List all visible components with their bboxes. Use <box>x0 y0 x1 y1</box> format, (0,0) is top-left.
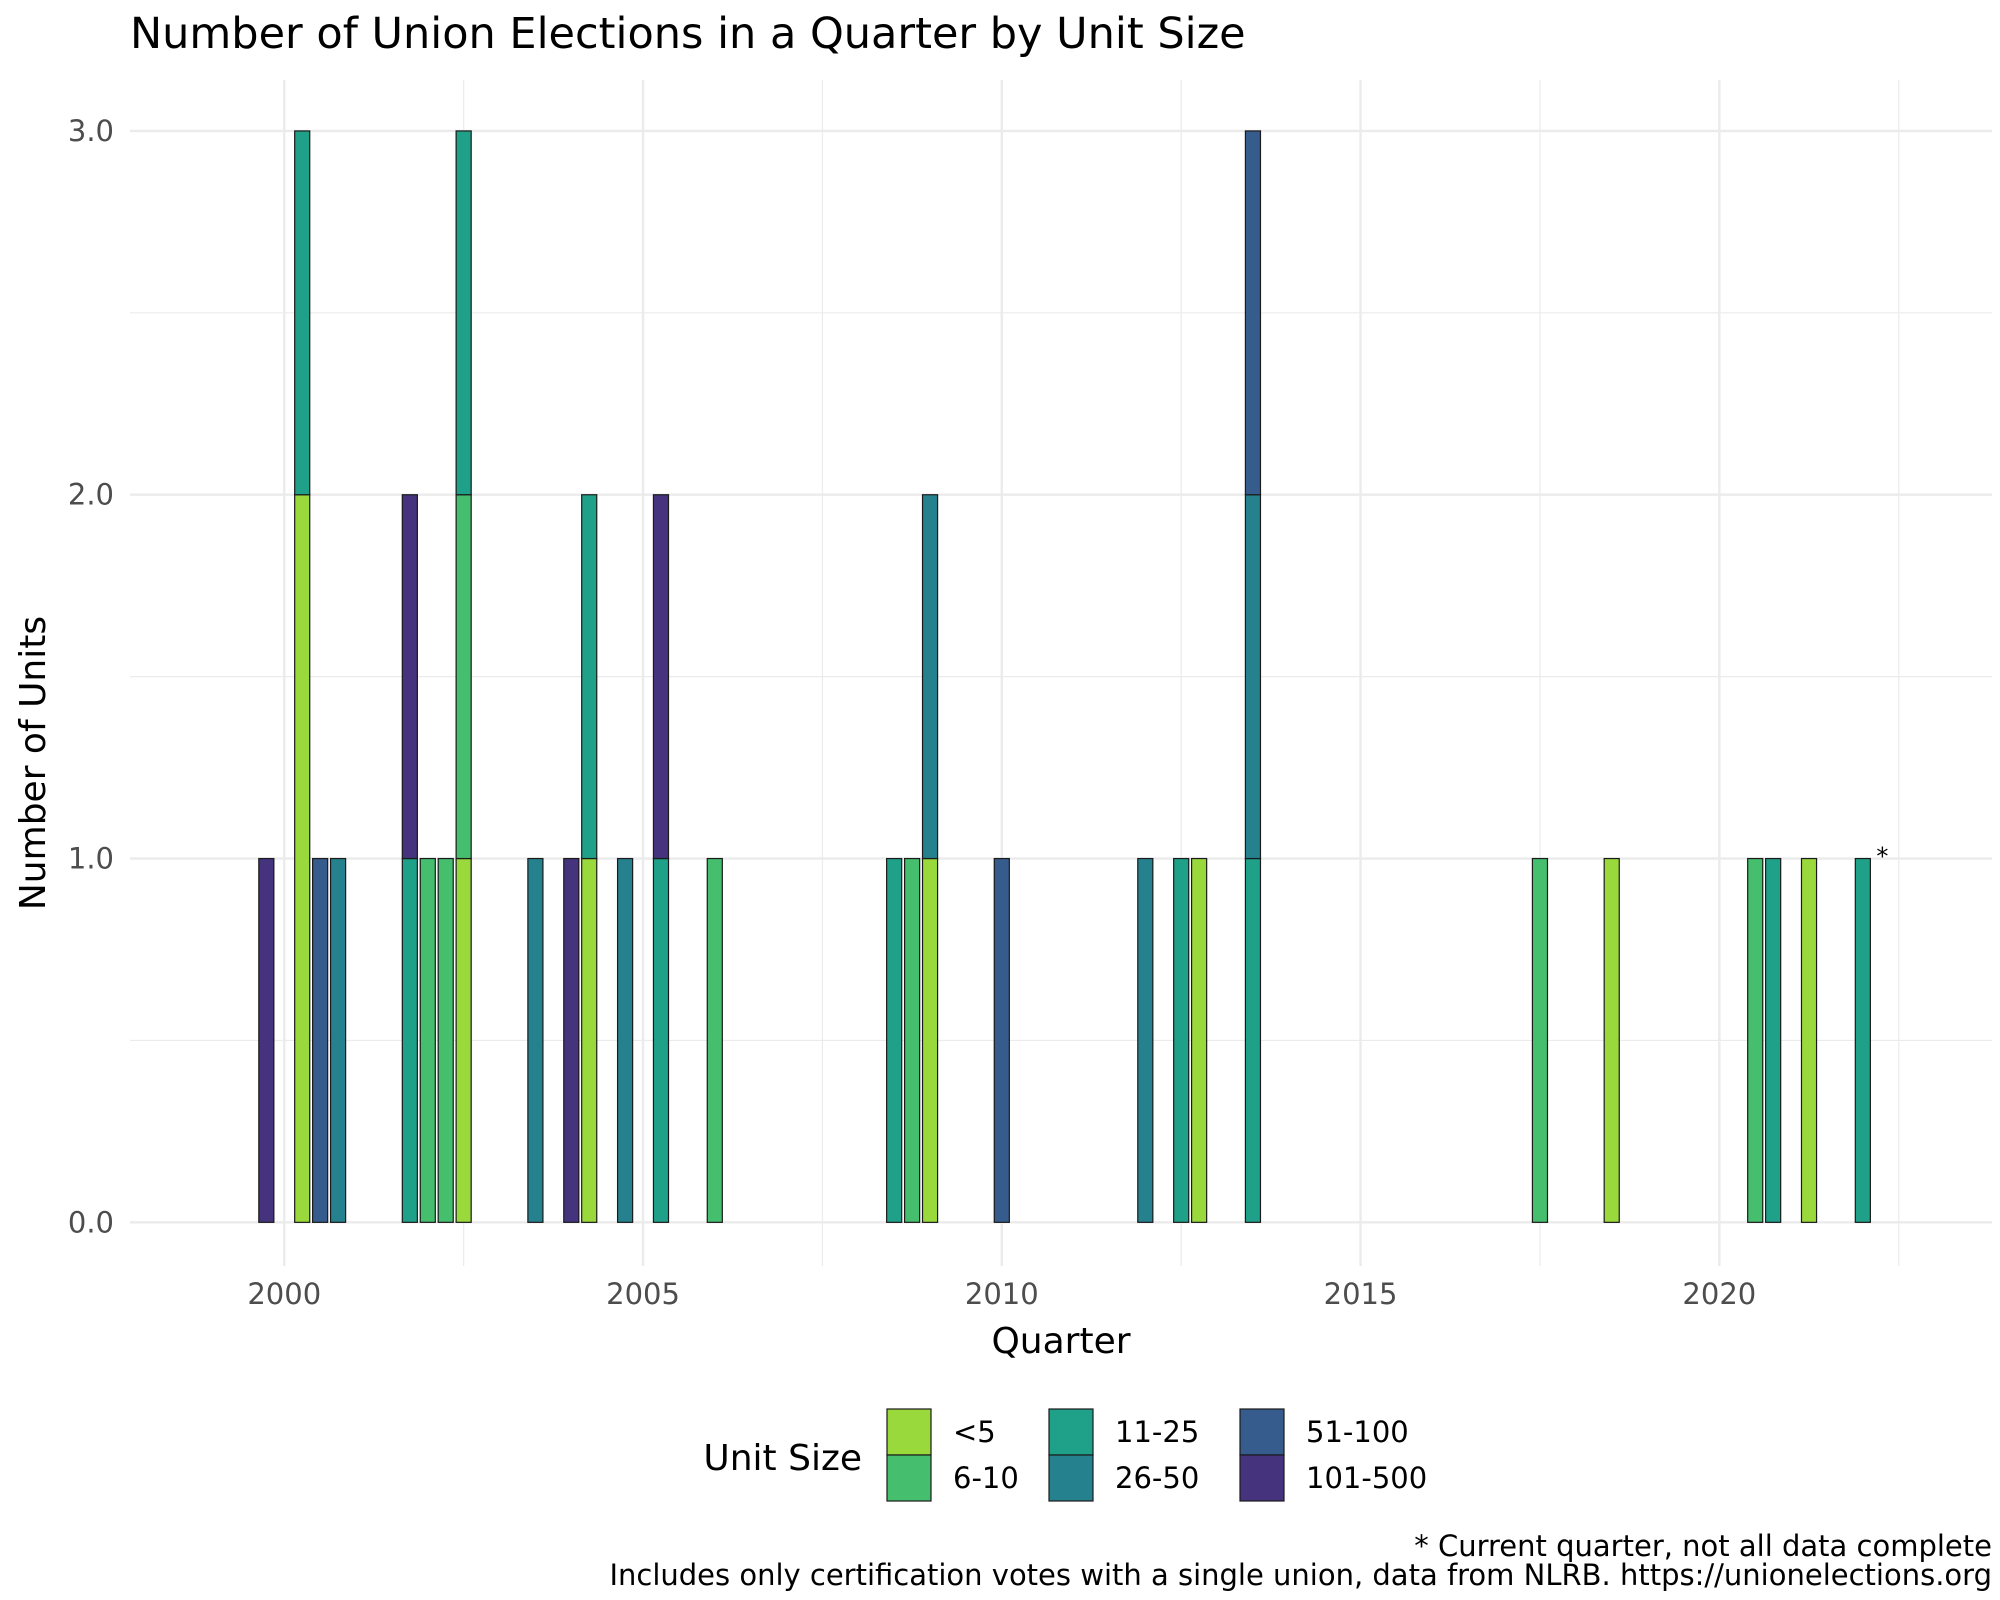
grid <box>130 80 1992 1266</box>
bar-segment <box>419 857 436 1223</box>
legend-label: 51-100 <box>1306 1415 1409 1449</box>
bar-segment <box>294 494 311 1223</box>
bar-segment <box>455 494 472 860</box>
x-axis-title: Quarter <box>991 1321 1130 1362</box>
legend-swatch <box>1048 1408 1094 1456</box>
bar-segment <box>258 857 275 1223</box>
legend-label: 6-10 <box>953 1461 1019 1495</box>
bar-segment <box>581 857 598 1223</box>
bar-segment <box>652 857 670 1223</box>
bar-segment <box>616 857 634 1223</box>
bar-segment <box>1190 857 1208 1223</box>
legend-swatch <box>1239 1454 1285 1502</box>
bar-segment <box>1531 857 1549 1223</box>
legend-label: <5 <box>953 1415 996 1449</box>
caption-source: Includes only certification votes with a… <box>609 1558 1992 1592</box>
bar-segment <box>993 857 1010 1223</box>
legend-title: Unit Size <box>703 1438 862 1479</box>
bar-segment <box>652 494 670 860</box>
bar-segment <box>563 857 580 1223</box>
bar-segment <box>329 857 347 1223</box>
y-axis-ticks: 0.0 1.0 2.0 3.0 <box>68 114 114 1239</box>
x-tick-label: 2000 <box>247 1277 321 1311</box>
legend-label: 101-500 <box>1306 1461 1427 1495</box>
bar-segment <box>1854 857 1871 1223</box>
bar-segment <box>1765 857 1782 1223</box>
bar-segment <box>886 857 903 1223</box>
bar-segment <box>1137 857 1154 1223</box>
bar-segment <box>921 494 939 860</box>
bar-segment <box>294 130 311 496</box>
bar-segment <box>527 857 544 1223</box>
x-tick-label: 2020 <box>1682 1277 1756 1311</box>
y-tick-label: 2.0 <box>68 478 114 512</box>
y-axis-title: Number of Units <box>13 616 54 910</box>
bar-segment <box>1603 857 1620 1223</box>
bar-segment <box>455 130 472 496</box>
chart-title: Number of Union Elections in a Quarter b… <box>130 9 1246 59</box>
y-tick-label: 1.0 <box>68 842 114 876</box>
bar-segment <box>455 857 472 1223</box>
bar-segment <box>1244 857 1262 1223</box>
legend-swatch <box>886 1454 932 1502</box>
bar-segment <box>401 857 418 1223</box>
legend-swatch <box>1239 1408 1285 1456</box>
annotations: * <box>1876 843 1888 871</box>
bar-segment <box>706 857 723 1223</box>
bar-segment <box>437 857 454 1223</box>
bar-segment <box>1244 494 1262 860</box>
y-tick-label: 3.0 <box>68 114 114 148</box>
bars <box>258 130 1871 1223</box>
caption-note: * Current quarter, not all data complete <box>1414 1529 1992 1563</box>
legend: Unit Size <5 6-10 11-25 26-50 51-100 101-500 <box>703 1408 1427 1502</box>
x-tick-label: 2010 <box>965 1277 1039 1311</box>
bar-segment <box>903 857 921 1223</box>
annotation-asterisk: * <box>1876 843 1888 871</box>
bar-segment <box>581 494 598 860</box>
y-tick-label: 0.0 <box>68 1205 114 1239</box>
bar-segment <box>1244 130 1262 496</box>
legend-swatch <box>1048 1454 1094 1502</box>
legend-swatch <box>886 1408 932 1456</box>
legend-label: 11-25 <box>1115 1415 1199 1449</box>
x-tick-label: 2015 <box>1324 1277 1398 1311</box>
legend-label: 26-50 <box>1115 1461 1199 1495</box>
bar-segment <box>1800 857 1818 1223</box>
bar-segment <box>921 857 939 1223</box>
legend-items: <5 6-10 11-25 26-50 51-100 101-500 <box>886 1408 1427 1502</box>
x-tick-label: 2005 <box>606 1277 680 1311</box>
bar-segment <box>1173 857 1190 1223</box>
bar-segment <box>1747 857 1764 1223</box>
x-axis-ticks: 2000 2005 2010 2015 2020 <box>247 1277 1756 1311</box>
bar-segment <box>312 857 329 1223</box>
bar-segment <box>401 494 418 860</box>
